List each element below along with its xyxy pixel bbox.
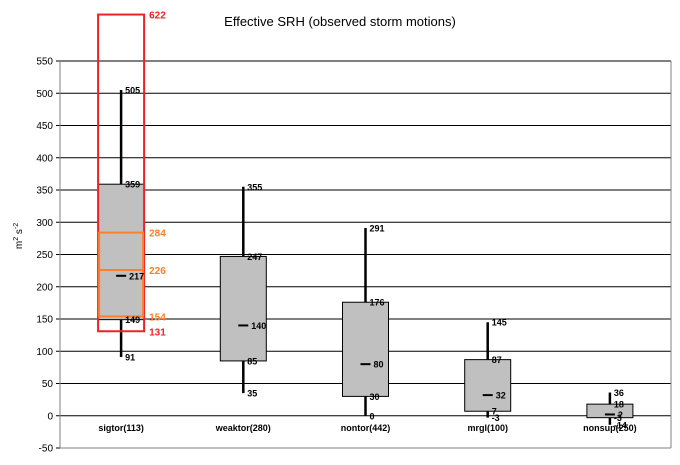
value-label-2-p25: 30	[370, 392, 380, 402]
overlay-label-inner-median: 226	[149, 266, 166, 277]
value-label-3-p25: 7	[492, 407, 497, 417]
y-tick-label-100: 100	[36, 347, 53, 358]
value-label-1-median: 140	[251, 321, 266, 331]
boxes	[97, 90, 634, 425]
box-2	[342, 301, 389, 397]
value-label-2-p75: 176	[370, 298, 385, 308]
value-label-0-p90: 505	[125, 86, 140, 96]
x-tick-label-2: nontor(442)	[341, 423, 391, 433]
value-labels: 505 359 217 149 91 355 247 140 85 35 291 176 80 30 0 14…	[125, 86, 627, 431]
value-label-0-p25: 149	[125, 315, 140, 325]
overlay-label-inner-high: 284	[149, 229, 166, 240]
sigtor-overlay: 622 131 284 226 154	[97, 11, 166, 338]
value-label-4-p25: -3	[614, 413, 622, 423]
overlay-label-inner-low: 154	[149, 312, 166, 323]
value-label-3-p75: 87	[492, 355, 502, 365]
x-tick-label-4: nonsup(250)	[583, 423, 637, 433]
y-tick-label-50: 50	[42, 379, 54, 390]
y-tick-label-450: 450	[36, 121, 53, 132]
chart-title: Effective SRH (observed storm motions)	[224, 14, 456, 29]
y-tick-label-500: 500	[36, 89, 53, 100]
box-3	[464, 359, 512, 412]
value-label-2-median: 80	[374, 360, 384, 370]
y-tick-label-550: 550	[36, 57, 53, 68]
box-0	[97, 183, 145, 321]
y-tick-label--50: -50	[39, 444, 54, 455]
value-label-2-p10: 0	[370, 411, 375, 421]
value-label-3-p10: -3	[492, 413, 500, 423]
overlay-outer-box	[97, 13, 146, 333]
value-label-4-p75: 18	[614, 400, 624, 410]
overlay-label-low: 131	[149, 327, 166, 338]
axes: -50050100150200250300350400450500550sigt…	[36, 57, 672, 455]
y-tick-label-350: 350	[36, 186, 53, 197]
value-label-4-median: 2	[618, 410, 623, 420]
overlay-inner-box	[98, 231, 145, 318]
value-label-3-p90: 145	[492, 318, 507, 328]
value-label-1-p25: 85	[247, 356, 257, 366]
box-4	[586, 403, 634, 419]
y-tick-label-300: 300	[36, 218, 53, 229]
x-tick-label-0: sigtor(113)	[98, 423, 144, 433]
x-tick-label-3: mrgl(100)	[467, 423, 508, 433]
overlay-label-high: 622	[149, 11, 166, 22]
value-label-0-p75: 359	[125, 180, 140, 190]
value-label-4-p10: -14	[614, 420, 627, 430]
value-label-0-p10: 91	[125, 353, 135, 363]
y-axis-label: m2 s-2	[13, 223, 25, 249]
x-tick-label-1: weaktor(280)	[215, 423, 271, 433]
y-tick-label-250: 250	[36, 250, 53, 261]
value-label-4-p90: 36	[614, 388, 624, 398]
value-label-0-median: 217	[129, 271, 144, 281]
value-label-1-p75: 247	[247, 252, 262, 262]
value-label-2-p90: 291	[370, 224, 385, 234]
box-1	[219, 255, 267, 362]
y-tick-label-400: 400	[36, 153, 53, 164]
y-tick-label-0: 0	[47, 411, 53, 422]
value-label-1-p10: 35	[247, 389, 257, 399]
value-label-3-median: 32	[496, 391, 506, 401]
y-tick-label-150: 150	[36, 315, 53, 326]
value-label-1-p90: 355	[247, 182, 262, 192]
y-tick-label-200: 200	[36, 282, 53, 293]
